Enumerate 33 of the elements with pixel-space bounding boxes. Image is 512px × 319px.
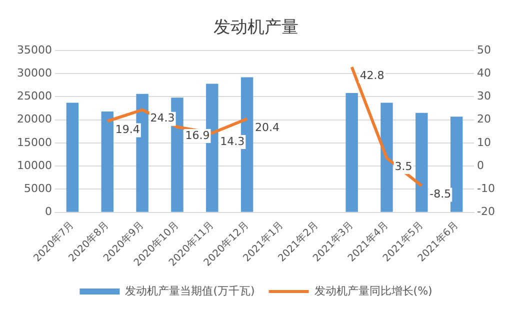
y2-tick-label: 40 bbox=[477, 66, 492, 80]
y2-tick-label: -10 bbox=[477, 182, 495, 196]
y2-tick-label: 30 bbox=[477, 90, 492, 103]
legend-label: 发动机产量当期值(万千瓦) bbox=[125, 284, 255, 298]
y2-tick-label: -20 bbox=[477, 205, 495, 218]
bar bbox=[380, 102, 393, 212]
y2-tick-label: 10 bbox=[477, 136, 492, 149]
y-tick-label: 25000 bbox=[16, 90, 52, 103]
bar bbox=[66, 102, 79, 212]
y-tick-label: 30000 bbox=[16, 66, 52, 80]
y-tick-label: 10000 bbox=[16, 158, 52, 172]
bar bbox=[101, 111, 114, 212]
y-tick-label: 35000 bbox=[16, 43, 52, 56]
y-tick-label: 20000 bbox=[16, 112, 52, 126]
y-tick-label: 0 bbox=[44, 205, 52, 218]
data-label: 16.9 bbox=[185, 128, 210, 142]
data-label: 14.3 bbox=[220, 134, 245, 148]
bar bbox=[450, 116, 463, 212]
chart-title: 发动机产量 bbox=[214, 18, 298, 38]
bar bbox=[416, 112, 428, 212]
y-tick-label: 5000 bbox=[24, 182, 52, 196]
data-label: -8.5 bbox=[430, 188, 452, 201]
data-label: 24.3 bbox=[150, 112, 175, 125]
y-tick-label: 15000 bbox=[16, 136, 52, 149]
y2-tick-label: 50 bbox=[477, 43, 492, 56]
y2-tick-label: 0 bbox=[477, 158, 484, 172]
data-label: 42.8 bbox=[360, 68, 384, 82]
data-label: 20.4 bbox=[255, 120, 280, 134]
data-label: 19.4 bbox=[115, 123, 140, 136]
y2-tick-label: 20 bbox=[477, 112, 492, 126]
legend-label: 发动机产量同比增长(%) bbox=[314, 284, 432, 298]
data-label: 3.5 bbox=[394, 160, 412, 173]
bar bbox=[346, 92, 358, 212]
